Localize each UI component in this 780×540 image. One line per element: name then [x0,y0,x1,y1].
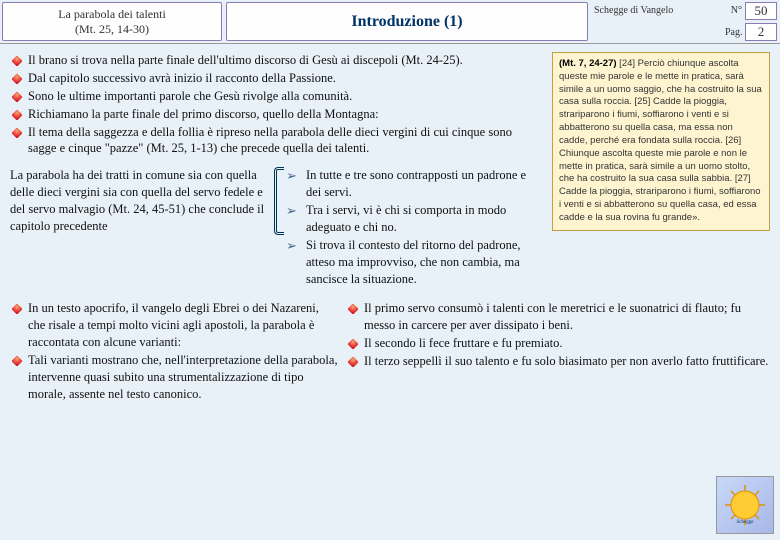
logo-icon: Schegge [716,476,774,534]
row3-left-list: In un testo apocrifo, il vangelo degli E… [10,300,338,402]
list-item: Richiamano la parte finale del primo dis… [10,106,770,123]
title-line2: (Mt. 25, 14-30) [75,22,149,36]
row2: La parabola ha dei tratti in comune sia … [10,167,542,288]
bracket-icon [274,167,284,235]
list-item: Il primo servo consumò i talenti con le … [346,300,770,334]
list-item: Il tema della saggezza e della follia è … [10,124,770,158]
list-item: Si trova il contesto del ritorno del pad… [286,237,542,288]
header-right: Schegge di Vangelo N° 50 Pag. 2 [590,0,780,43]
list-item: Il terzo seppellì il suo talento e fu so… [346,353,770,370]
list-item: Tra i servi, vi è chi si comporta in mod… [286,202,542,236]
row3-right: Il primo servo consumò i talenti con le … [346,300,770,403]
row2-left-text: La parabola ha dei tratti in comune sia … [10,167,278,288]
row2-list: In tutte e tre sono contrapposti un padr… [286,167,542,287]
list-item: Il secondo li fece fruttare e fu premiat… [346,335,770,352]
header-center-box: Introduzione (1) [226,2,588,41]
svg-text:Schegge: Schegge [737,520,755,525]
title-line1: La parabola dei talenti [58,7,166,21]
row3-left: In un testo apocrifo, il vangelo degli E… [10,300,338,403]
list-item: Tali varianti mostrano che, nell'interpr… [10,352,338,403]
series-label: Schegge di Vangelo [590,5,725,16]
header-title-box: La parabola dei talenti (Mt. 25, 14-30) [2,2,222,41]
list-item: Il brano si trova nella parte finale del… [10,52,770,69]
list-item: In tutte e tre sono contrapposti un padr… [286,167,542,201]
header: La parabola dei talenti (Mt. 25, 14-30) … [0,0,780,44]
list-item: Sono le ultime importanti parole che Ges… [10,88,770,105]
content: (Mt. 7, 24-27) [24] Perciò chiunque asco… [0,44,780,412]
pag-label: Pag. [725,27,745,38]
pag-value: 2 [745,23,777,41]
row3-right-list: Il primo servo consumò i talenti con le … [346,300,770,370]
list-item: In un testo apocrifo, il vangelo degli E… [10,300,338,351]
n-label: N° [725,5,745,16]
row3: In un testo apocrifo, il vangelo degli E… [10,300,770,403]
list-item: Dal capitolo successivo avrà inizio il r… [10,70,770,87]
n-value: 50 [745,2,777,20]
row2-right: In tutte e tre sono contrapposti un padr… [286,167,542,288]
center-title: Introduzione (1) [351,13,462,31]
